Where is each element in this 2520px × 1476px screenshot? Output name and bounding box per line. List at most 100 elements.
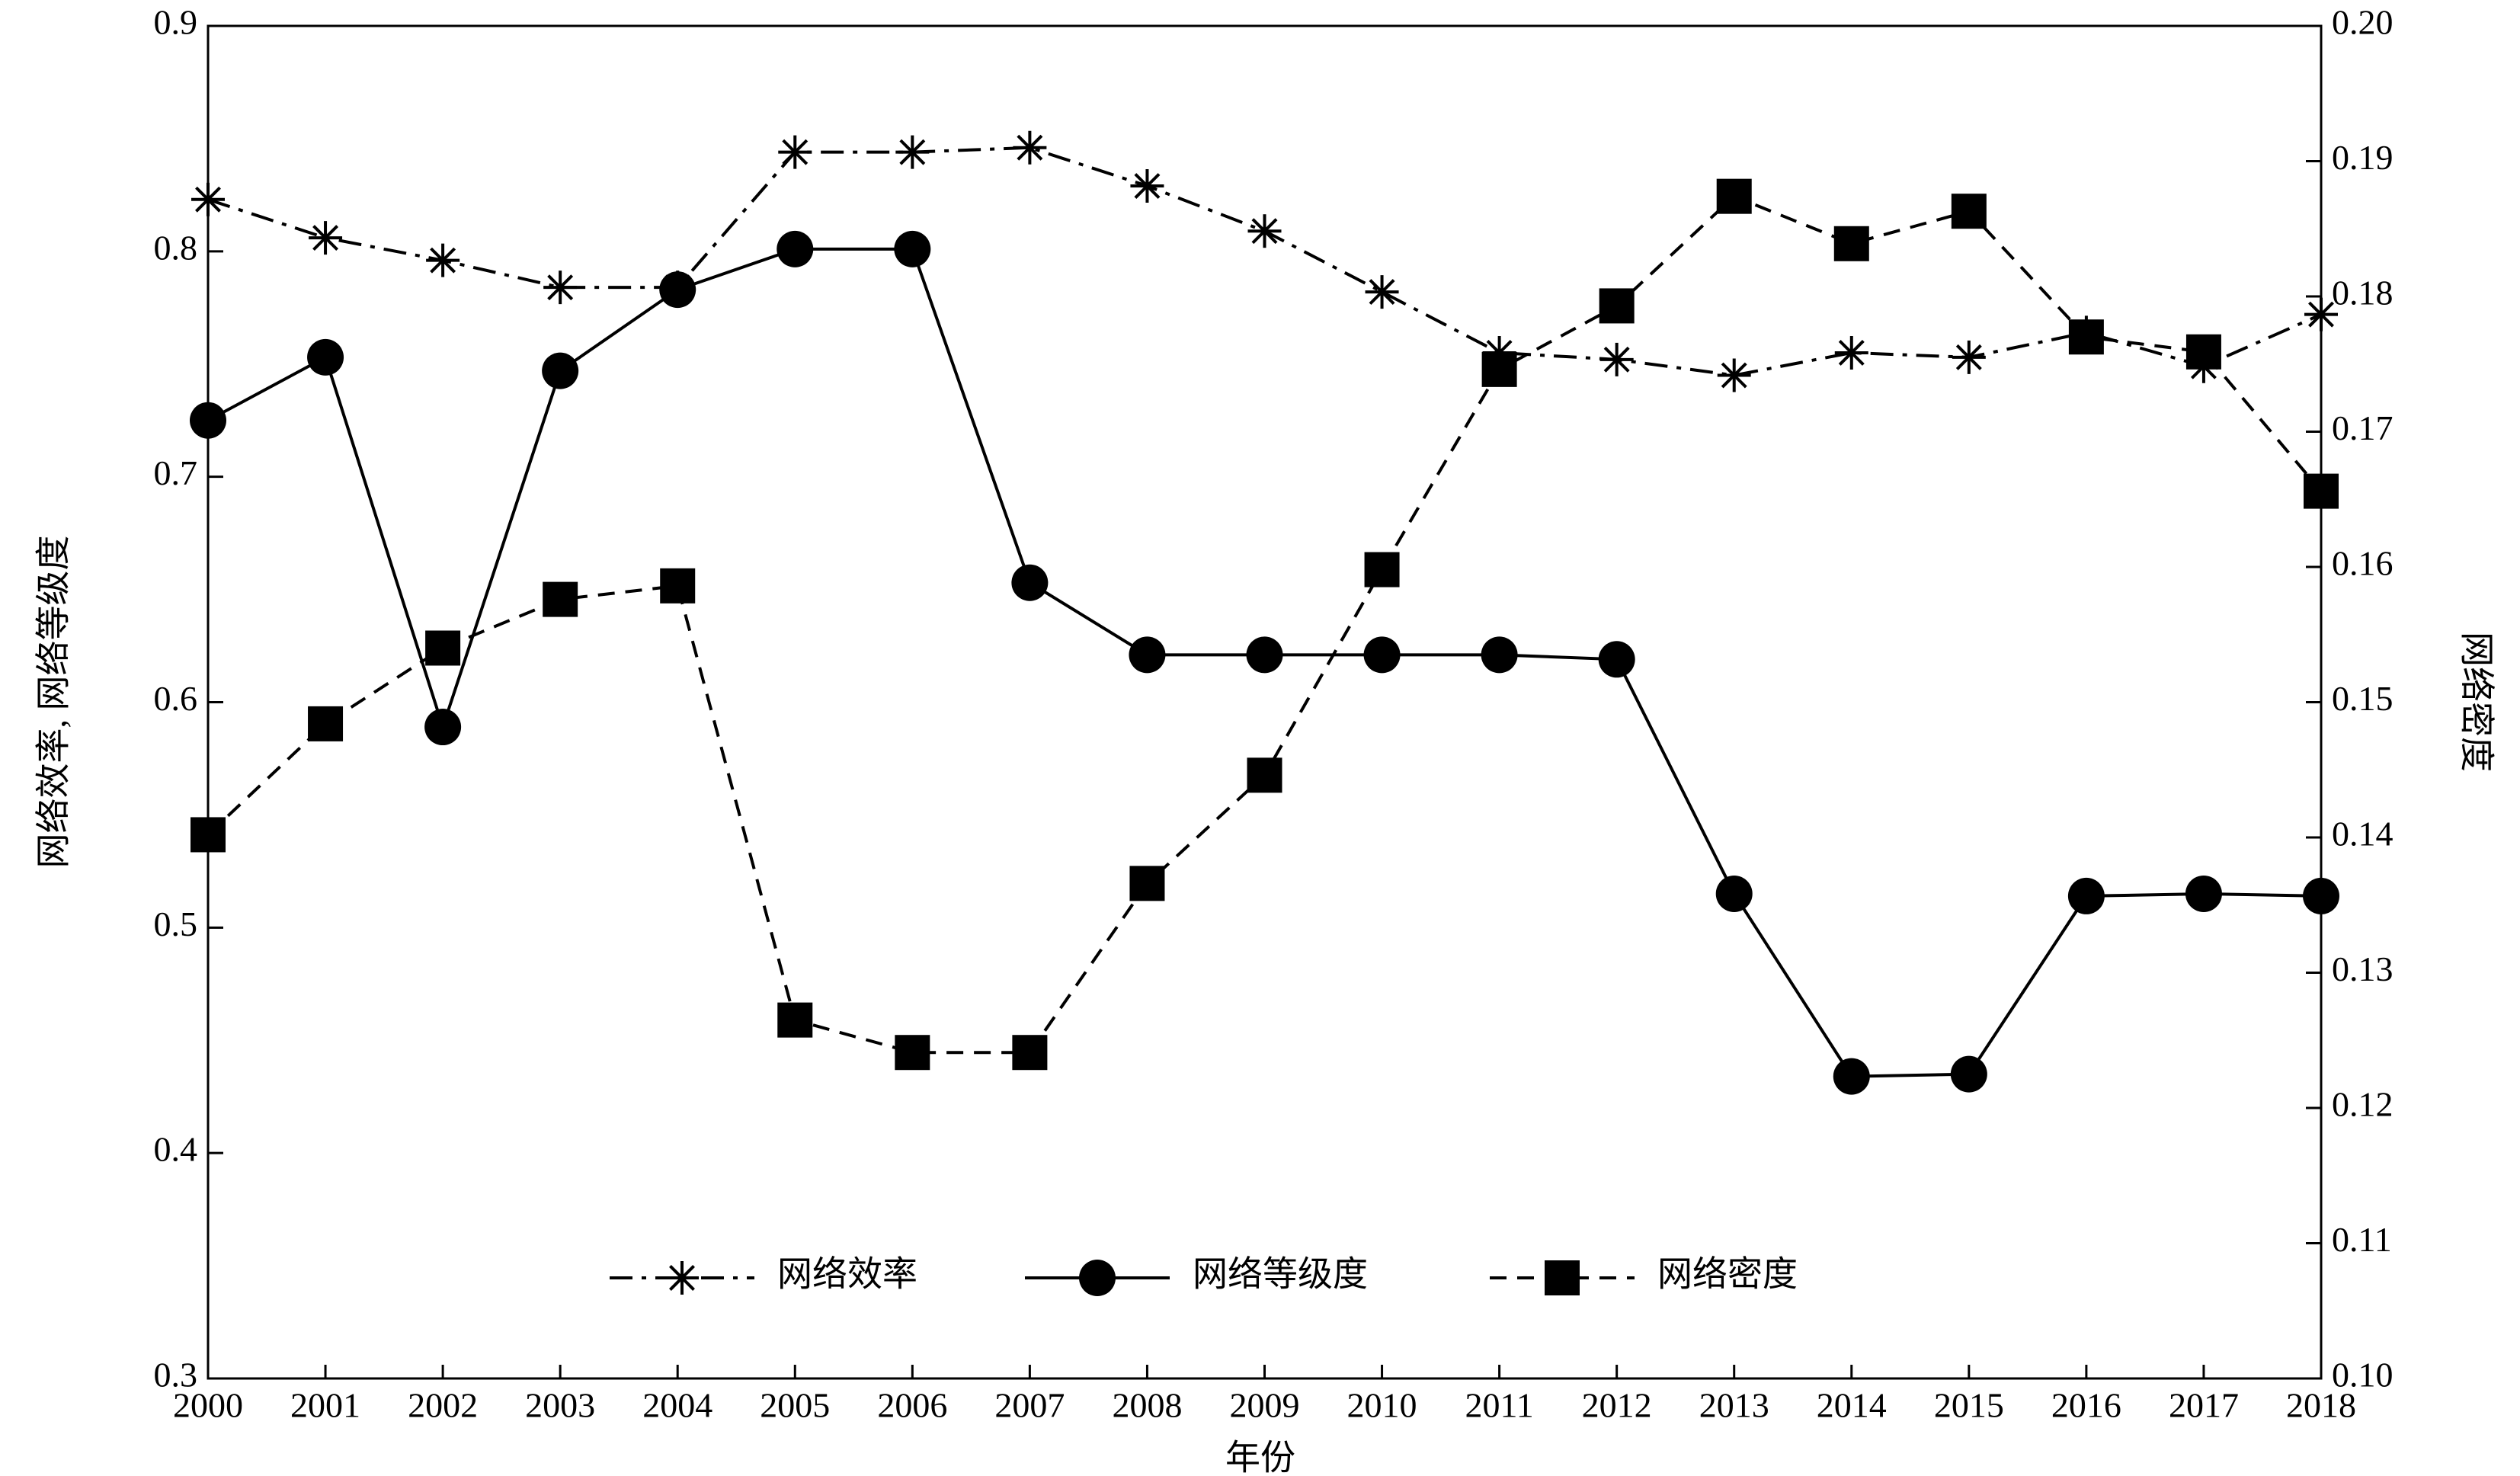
marker (1079, 1260, 1116, 1296)
marker-stroke (1369, 279, 1395, 306)
marker-stroke (1251, 218, 1278, 245)
y-tick-label: 0.3 (154, 1356, 198, 1394)
marker (1951, 194, 1987, 229)
x-axis-title: 年份 (1225, 1439, 1295, 1476)
marker (1365, 275, 1399, 309)
y2-tick-label: 0.15 (2332, 679, 2394, 718)
y-axis-title: 网络效率, 网络等级度 (34, 536, 73, 869)
marker-stroke (669, 1265, 695, 1291)
y2-tick-label: 0.17 (2332, 408, 2394, 447)
x-tick-label: 2003 (525, 1386, 595, 1425)
marker (1599, 288, 1635, 324)
marker-stroke (899, 139, 926, 165)
marker-stroke (430, 247, 456, 274)
marker (1715, 875, 1753, 912)
marker-stroke (1955, 344, 1982, 370)
marker (543, 581, 578, 617)
marker (1363, 636, 1401, 674)
marker (543, 271, 578, 305)
y2-axis-title: 网络密度 (2457, 632, 2496, 772)
marker (1012, 1035, 1048, 1071)
marker-stroke (1721, 362, 1747, 389)
marker (542, 352, 579, 389)
marker (2185, 875, 2222, 912)
marker-stroke (1603, 346, 1630, 373)
y2-tick-label: 0.10 (2332, 1356, 2394, 1394)
marker (894, 230, 931, 267)
y2-tick-label: 0.20 (2332, 3, 2394, 42)
marker (2303, 877, 2339, 914)
marker (1952, 340, 1986, 374)
marker-stroke (1838, 339, 1865, 366)
y2-tick-label: 0.11 (2332, 1220, 2392, 1259)
y2-tick-label: 0.13 (2332, 949, 2394, 988)
marker (1130, 169, 1164, 203)
legend-label: 网络密度 (1657, 1255, 1798, 1294)
marker (1364, 552, 1400, 588)
marker-stroke (195, 186, 221, 213)
x-tick-label: 2010 (1347, 1386, 1417, 1425)
x-tick-label: 2005 (760, 1386, 830, 1425)
x-tick-label: 2002 (408, 1386, 478, 1425)
marker (1598, 641, 1635, 678)
marker (1545, 1260, 1580, 1295)
marker (1247, 214, 1282, 248)
marker (425, 630, 461, 666)
x-tick-label: 2016 (2051, 1386, 2121, 1425)
marker (2068, 319, 2104, 355)
marker (1599, 342, 1634, 376)
marker (309, 221, 343, 255)
x-tick-label: 2004 (642, 1386, 712, 1425)
x-tick-label: 2013 (1699, 1386, 1769, 1425)
marker (1950, 1055, 1987, 1093)
y2-tick-label: 0.12 (2332, 1085, 2394, 1124)
marker (665, 1261, 699, 1295)
marker (2067, 877, 2105, 914)
marker-stroke (312, 225, 339, 251)
marker (191, 817, 226, 853)
marker-stroke (2308, 301, 2334, 328)
marker (1481, 636, 1518, 674)
marker (895, 1035, 930, 1071)
y2-tick-label: 0.16 (2332, 544, 2394, 583)
y2-tick-label: 0.19 (2332, 138, 2394, 177)
marker (1717, 358, 1751, 392)
x-tick-label: 2017 (2169, 1386, 2239, 1425)
legend-label: 网络等级度 (1193, 1255, 1368, 1294)
x-tick-label: 2015 (1934, 1386, 2004, 1425)
x-tick-label: 2009 (1230, 1386, 1300, 1425)
marker (424, 709, 462, 746)
marker-stroke (1134, 173, 1161, 200)
marker (1129, 866, 1165, 901)
marker (307, 338, 344, 376)
marker (777, 1002, 813, 1038)
marker (1833, 226, 1869, 261)
legend-label: 网络效率 (777, 1255, 917, 1294)
marker (660, 568, 696, 604)
marker-stroke (1017, 134, 1043, 161)
y-tick-label: 0.8 (154, 228, 198, 267)
y-tick-label: 0.6 (154, 679, 198, 718)
marker (895, 135, 930, 169)
x-tick-label: 2014 (1817, 1386, 1887, 1425)
marker-stroke (547, 274, 574, 301)
marker (1481, 351, 1517, 387)
x-tick-label: 2000 (173, 1386, 243, 1425)
marker (426, 243, 460, 277)
marker (1011, 564, 1049, 601)
y-tick-label: 0.5 (154, 904, 198, 943)
y-tick-label: 0.4 (154, 1130, 198, 1169)
marker (1716, 178, 1752, 214)
x-tick-label: 2006 (877, 1386, 947, 1425)
marker (2304, 297, 2338, 331)
marker (1833, 1058, 1870, 1095)
marker (1834, 335, 1868, 370)
y-tick-label: 0.9 (154, 3, 198, 42)
marker (1246, 636, 1283, 674)
marker (190, 402, 226, 439)
x-tick-label: 2001 (290, 1386, 360, 1425)
marker-stroke (782, 139, 809, 165)
marker (308, 706, 344, 741)
marker (659, 271, 696, 309)
